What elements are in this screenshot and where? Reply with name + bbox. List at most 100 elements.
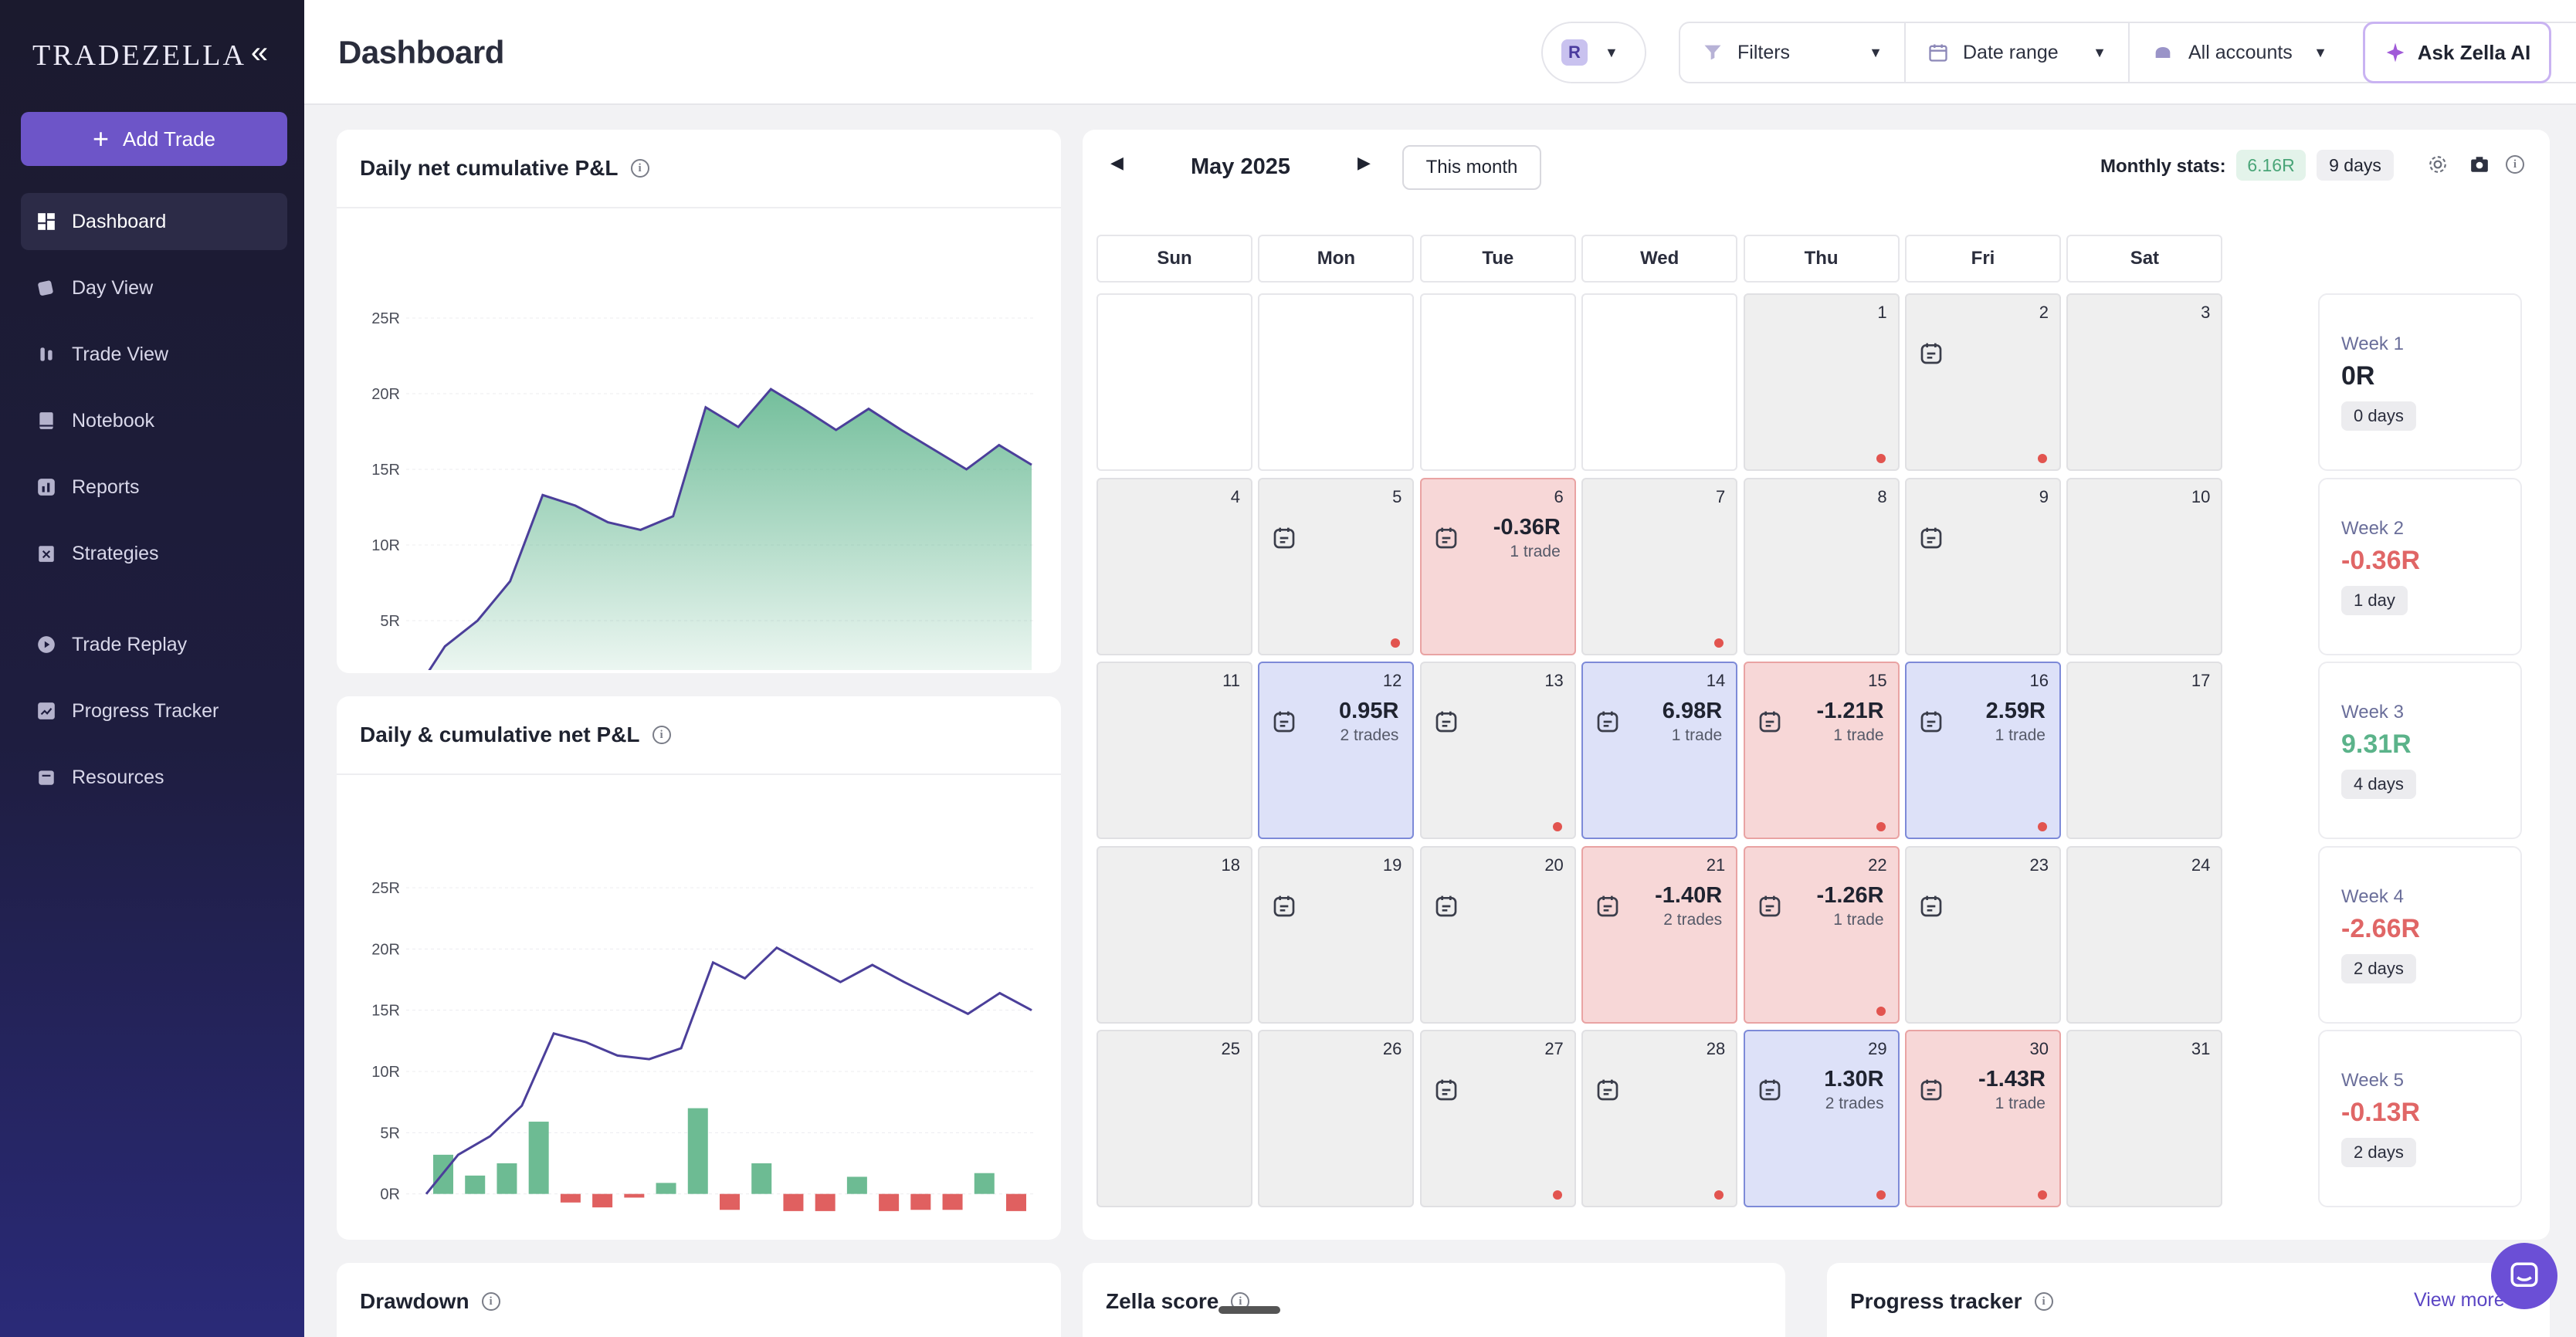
journal-note-icon[interactable] (1434, 526, 1459, 550)
calendar-day-26[interactable]: 26 (1258, 1030, 1415, 1207)
journal-note-icon[interactable] (1595, 894, 1620, 919)
drag-handle[interactable] (1219, 1306, 1280, 1314)
calendar-day-6[interactable]: 6 -0.36R 1 trade (1419, 477, 1576, 655)
divider (337, 773, 1061, 775)
status-dot (2038, 1190, 2047, 1200)
chat-support-button[interactable] (2491, 1243, 2557, 1309)
journal-note-icon[interactable] (1919, 894, 1944, 919)
journal-note-icon[interactable] (1272, 526, 1296, 550)
info-icon[interactable]: i (652, 726, 671, 744)
journal-note-icon[interactable] (1757, 709, 1782, 734)
journal-note-icon[interactable] (1434, 894, 1459, 919)
calendar-day-31[interactable]: 31 (2066, 1030, 2223, 1207)
week-pnl: -2.66R (2341, 913, 2421, 943)
calendar-day-23[interactable]: 23 (1905, 845, 2061, 1024)
next-month-icon[interactable]: ▶ (1357, 153, 1371, 172)
calendar-day-25[interactable]: 25 (1096, 1030, 1252, 1207)
calendar-day-29[interactable]: 29 1.30R 2 trades (1743, 1030, 1900, 1207)
calendar-day-8[interactable]: 8 (1743, 477, 1900, 655)
ask-zella-ai-button[interactable]: Ask Zella AI (2363, 22, 2551, 83)
day-number: 19 (1382, 855, 1402, 875)
sidebar-item-reports[interactable]: Reports (21, 459, 287, 516)
calendar-day-9[interactable]: 9 (1905, 477, 2061, 655)
journal-note-icon[interactable] (1272, 894, 1296, 919)
brand-logo[interactable]: TRADEZELLA (32, 39, 246, 72)
camera-icon[interactable] (2468, 153, 2491, 176)
cumulative-pnl-chart: 25R20R15R10R5R0R03/11/2503/27/2505/15/25… (371, 310, 1033, 670)
week-summary[interactable]: Week 4 -2.66R 2 days (2318, 845, 2522, 1024)
calendar-day-15[interactable]: 15 -1.21R 1 trade (1743, 662, 1900, 839)
view-more-link[interactable]: View more (2414, 1289, 2505, 1311)
calendar-day-13[interactable]: 13 (1419, 662, 1576, 839)
week-pnl: -0.36R (2341, 545, 2421, 575)
this-month-button[interactable]: This month (1402, 145, 1541, 190)
calendar-day-16[interactable]: 16 2.59R 1 trade (1905, 662, 2061, 839)
week-summary[interactable]: Week 1 0R 0 days (2318, 293, 2522, 471)
accounts-dropdown[interactable]: All accounts ▼ (2128, 23, 2349, 82)
week-summary[interactable]: Week 3 9.31R 4 days (2318, 662, 2522, 839)
sidebar-item-dashboard[interactable]: Dashboard (21, 193, 287, 250)
week-pnl: 0R (2341, 361, 2375, 391)
calendar-day-4[interactable]: 4 (1096, 477, 1252, 655)
sidebar-item-trade-replay[interactable]: Trade Replay (21, 616, 287, 673)
calendar-day-5[interactable]: 5 (1258, 477, 1415, 655)
journal-note-icon[interactable] (1595, 1078, 1620, 1102)
calendar-day-7[interactable]: 7 (1581, 477, 1738, 655)
calendar-day-3[interactable]: 3 (2066, 293, 2223, 471)
calendar-day-14[interactable]: 14 6.98R 1 trade (1581, 662, 1738, 839)
date-range-dropdown[interactable]: Date range ▼ (1904, 23, 2128, 82)
sidebar-item-notebook[interactable]: Notebook (21, 392, 287, 449)
sidebar-item-resources[interactable]: Resources (21, 749, 287, 806)
calendar-day-21[interactable]: 21 -1.40R 2 trades (1581, 845, 1738, 1024)
sidebar-item-strategies[interactable]: Strategies (21, 525, 287, 582)
add-trade-button[interactable]: + Add Trade (21, 112, 287, 166)
week-days: 0 days (2341, 401, 2416, 431)
day-number: 14 (1706, 671, 1726, 690)
calendar-day-10[interactable]: 10 (2066, 477, 2223, 655)
status-dot (1876, 454, 1886, 463)
calendar-day-19[interactable]: 19 (1258, 845, 1415, 1024)
journal-note-icon[interactable] (1434, 709, 1459, 734)
week-summary[interactable]: Week 2 -0.36R 1 day (2318, 477, 2522, 655)
zella-score-card: Zella score i (1083, 1263, 1785, 1337)
journal-note-icon[interactable] (1757, 1078, 1782, 1102)
calendar-day-30[interactable]: 30 -1.43R 1 trade (1905, 1030, 2061, 1207)
sidebar-item-day-view[interactable]: Day View (21, 259, 287, 316)
settings-icon[interactable] (2426, 153, 2449, 176)
sidebar-item-progress-tracker[interactable]: Progress Tracker (21, 682, 287, 740)
calendar-day-1[interactable]: 1 (1743, 293, 1900, 471)
info-icon[interactable]: i (630, 159, 649, 178)
journal-note-icon[interactable] (1919, 1078, 1944, 1102)
calendar-day-27[interactable]: 27 (1419, 1030, 1576, 1207)
info-icon[interactable]: i (2503, 153, 2527, 176)
info-icon[interactable]: i (481, 1292, 500, 1311)
journal-note-icon[interactable] (1595, 709, 1620, 734)
account-type-selector[interactable]: R ▼ (1541, 22, 1646, 83)
calendar-day-17[interactable]: 17 (2066, 662, 2223, 839)
calendar-day-22[interactable]: 22 -1.26R 1 trade (1743, 845, 1900, 1024)
calendar-day-28[interactable]: 28 (1581, 1030, 1738, 1207)
day-number: 20 (1544, 855, 1564, 875)
calendar-day-2[interactable]: 2 (1905, 293, 2061, 471)
week-summary[interactable]: Week 5 -0.13R 2 days (2318, 1030, 2522, 1207)
calendar-day-18[interactable]: 18 (1096, 845, 1252, 1024)
journal-note-icon[interactable] (1919, 709, 1944, 734)
calendar-day-24[interactable]: 24 (2066, 845, 2223, 1024)
collapse-sidebar-icon[interactable]: « (250, 36, 269, 69)
card-title: Daily & cumulative net P&L i (360, 723, 671, 747)
journal-note-icon[interactable] (1272, 709, 1296, 734)
sidebar-item-label: Strategies (72, 542, 159, 564)
calendar-day-11[interactable]: 11 (1096, 662, 1252, 839)
journal-note-icon[interactable] (1919, 341, 1944, 366)
calendar-day-12[interactable]: 12 0.95R 2 trades (1258, 662, 1415, 839)
info-icon[interactable]: i (2034, 1292, 2053, 1311)
accounts-icon (2155, 47, 2171, 58)
calendar-day-20[interactable]: 20 (1419, 845, 1576, 1024)
journal-note-icon[interactable] (1757, 894, 1782, 919)
journal-note-icon[interactable] (1919, 526, 1944, 550)
sidebar-item-trade-view[interactable]: Trade View (21, 326, 287, 383)
journal-note-icon[interactable] (1434, 1078, 1459, 1102)
filters-dropdown[interactable]: Filters ▼ (1680, 23, 1904, 82)
prev-month-icon[interactable]: ◀ (1110, 153, 1124, 172)
chevron-down-icon: ▼ (2093, 44, 2107, 60)
